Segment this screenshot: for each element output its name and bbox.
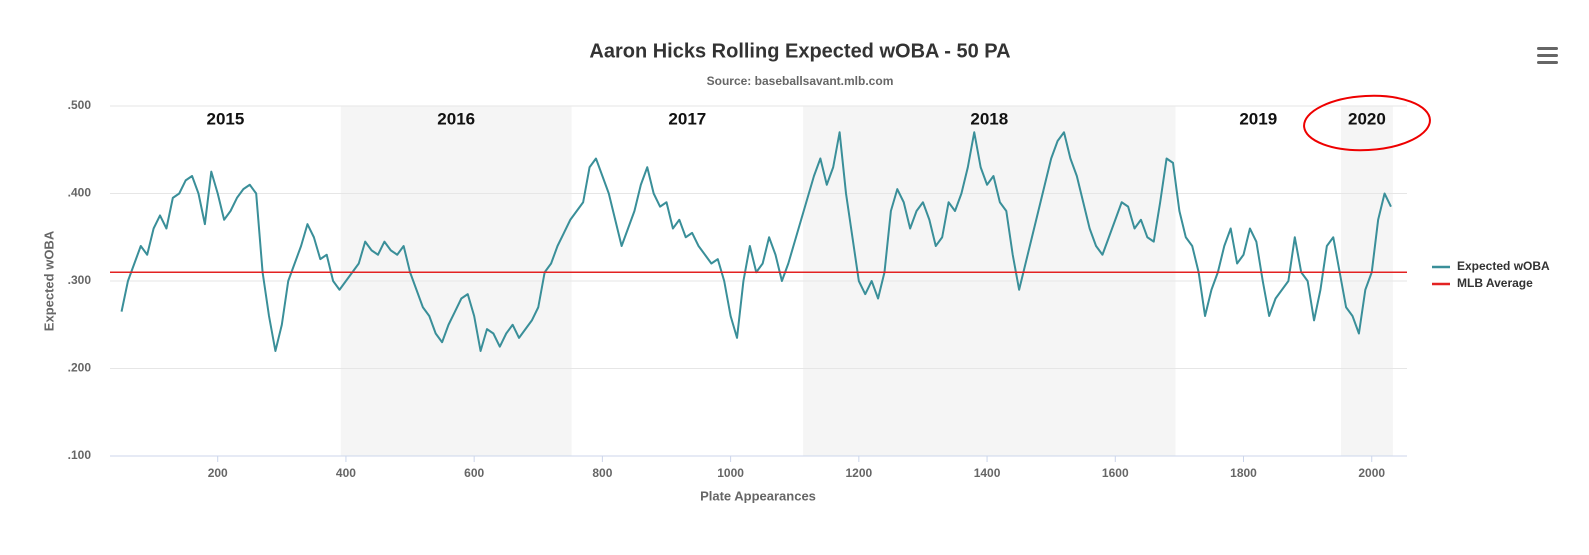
x-tick-label: 400: [336, 466, 356, 480]
grid: .100 .200 .300 .400 .500 200 400 600 800 1000 1200…: [68, 98, 1407, 480]
menu-icon[interactable]: [1537, 47, 1558, 64]
x-tick-label: 200: [208, 466, 228, 480]
x-tick-label: 1800: [1230, 466, 1257, 480]
plot: [110, 131, 1407, 352]
y-axis-title: Expected wOBA: [41, 230, 56, 331]
season-label: 2017: [668, 109, 706, 128]
season-label: 2016: [437, 109, 475, 128]
legend-label: MLB Average: [1457, 276, 1533, 290]
x-tick-label: 800: [592, 466, 612, 480]
menu-bar: [1537, 61, 1558, 64]
x-tick-label: 1200: [845, 466, 872, 480]
y-tick-label: .100: [68, 448, 92, 462]
season-label: 2019: [1239, 109, 1277, 128]
chart-subtitle: Source: baseballsavant.mlb.com: [707, 74, 894, 88]
x-tick-label: 1400: [974, 466, 1001, 480]
menu-bar: [1537, 54, 1558, 57]
highlight-circle: [1303, 94, 1431, 152]
y-tick-label: .500: [68, 98, 92, 112]
season-label: 2015: [206, 109, 244, 128]
x-tick-label: 600: [464, 466, 484, 480]
season-label: 2018: [970, 109, 1008, 128]
chart-title: Aaron Hicks Rolling Expected wOBA - 50 P…: [589, 40, 1010, 62]
x-tick-label: 1600: [1102, 466, 1129, 480]
xwoba-line: [120, 131, 1392, 352]
x-axis-title: Plate Appearances: [700, 488, 816, 503]
y-tick-label: .200: [68, 361, 92, 375]
y-tick-label: .400: [68, 186, 92, 200]
menu-bar: [1537, 47, 1558, 50]
x-tick-label: 2000: [1358, 466, 1385, 480]
legend-label: Expected wOBA: [1457, 259, 1550, 273]
x-tick-label: 1000: [717, 466, 744, 480]
y-tick-label: .300: [68, 273, 92, 287]
season-label: 2020: [1348, 109, 1386, 128]
